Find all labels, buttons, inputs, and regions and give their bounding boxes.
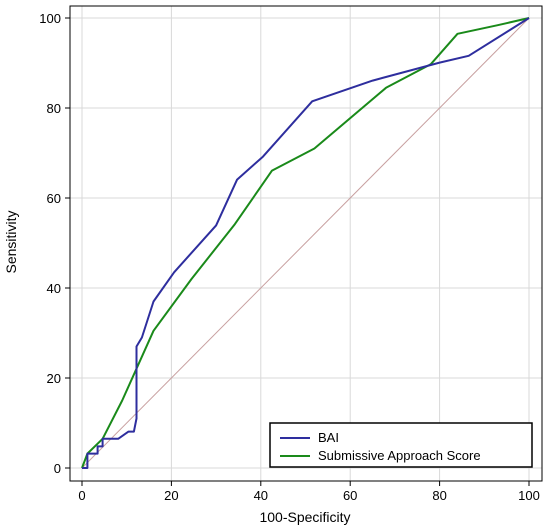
bai-line [82,17,530,469]
x-tick-label: 100 [518,488,540,503]
y-tick-label: 40 [47,281,61,296]
grid [70,6,542,481]
x-axis-ticks: 0 20 40 60 80 100 [78,481,540,503]
legend-label-sas: Submissive Approach Score [318,448,481,463]
x-tick-label: 40 [254,488,268,503]
y-axis-ticks: 0 20 40 60 80 100 [39,11,70,476]
submissive-approach-score-line [81,17,530,469]
legend-label-bai: BAI [318,430,339,445]
y-tick-label: 20 [47,371,61,386]
x-tick-label: 80 [432,488,446,503]
legend: BAI Submissive Approach Score [269,422,533,468]
y-axis-title: Sensitivity [3,210,19,273]
y-tick-label: 0 [54,461,61,476]
plot-frame [69,5,543,482]
reference-diagonal-line [81,17,530,469]
x-tick-label: 0 [78,488,85,503]
x-tick-label: 20 [164,488,178,503]
y-tick-label: 60 [47,191,61,206]
y-tick-label: 100 [39,11,61,26]
x-axis-title: 100-Specificity [259,509,350,525]
legend-box [269,422,533,468]
series-layer [81,17,530,469]
y-tick-label: 80 [47,101,61,116]
x-tick-label: 60 [343,488,357,503]
